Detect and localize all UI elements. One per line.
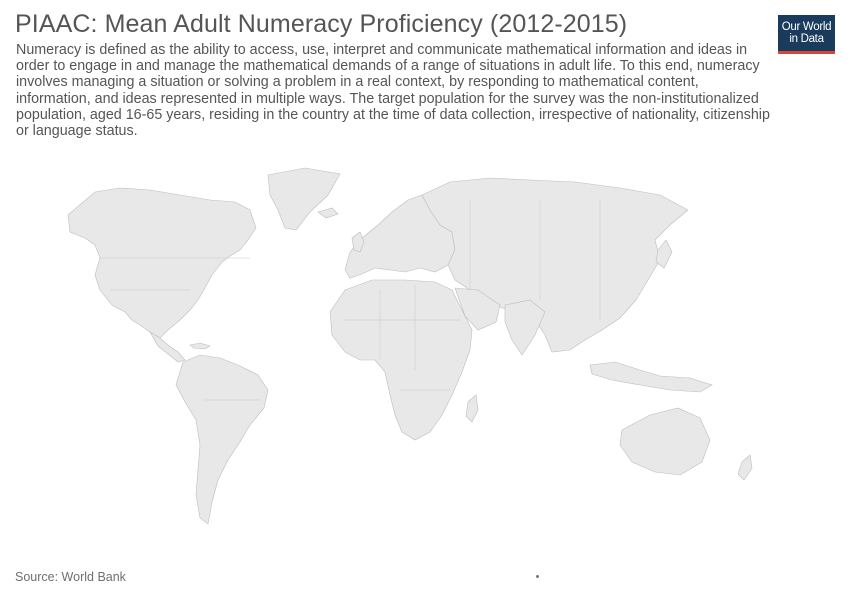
region-iceland[interactable]	[317, 207, 339, 219]
source-note: Source: World Bank	[15, 570, 126, 584]
timeline-marker	[536, 575, 539, 578]
region-japan[interactable]	[655, 239, 673, 269]
region-uk[interactable]	[351, 231, 365, 253]
logo-line-2: in Data	[789, 33, 824, 45]
region-africa[interactable]	[329, 279, 473, 441]
region-north-america[interactable]	[67, 187, 257, 339]
world-map[interactable]	[0, 140, 850, 560]
region-australia[interactable]	[619, 407, 711, 476]
region-india[interactable]	[504, 299, 546, 356]
region-caribbean[interactable]	[189, 342, 211, 350]
chart-title: PIAAC: Mean Adult Numeracy Proficiency (…	[15, 10, 628, 38]
owid-logo[interactable]: Our World in Data	[778, 15, 835, 54]
region-new-zealand[interactable]	[737, 454, 753, 481]
logo-line-1: Our World	[781, 21, 832, 33]
region-central-america[interactable]	[149, 331, 186, 363]
chart-subtitle: Numeracy is defined as the ability to ac…	[16, 42, 770, 140]
border-lines	[100, 200, 601, 401]
region-southeast-asia-islands[interactable]	[589, 361, 713, 393]
region-arabia[interactable]	[454, 287, 501, 331]
region-madagascar[interactable]	[465, 394, 479, 423]
region-asia[interactable]	[421, 177, 689, 353]
region-greenland[interactable]	[267, 167, 341, 231]
region-south-america[interactable]	[175, 354, 269, 525]
